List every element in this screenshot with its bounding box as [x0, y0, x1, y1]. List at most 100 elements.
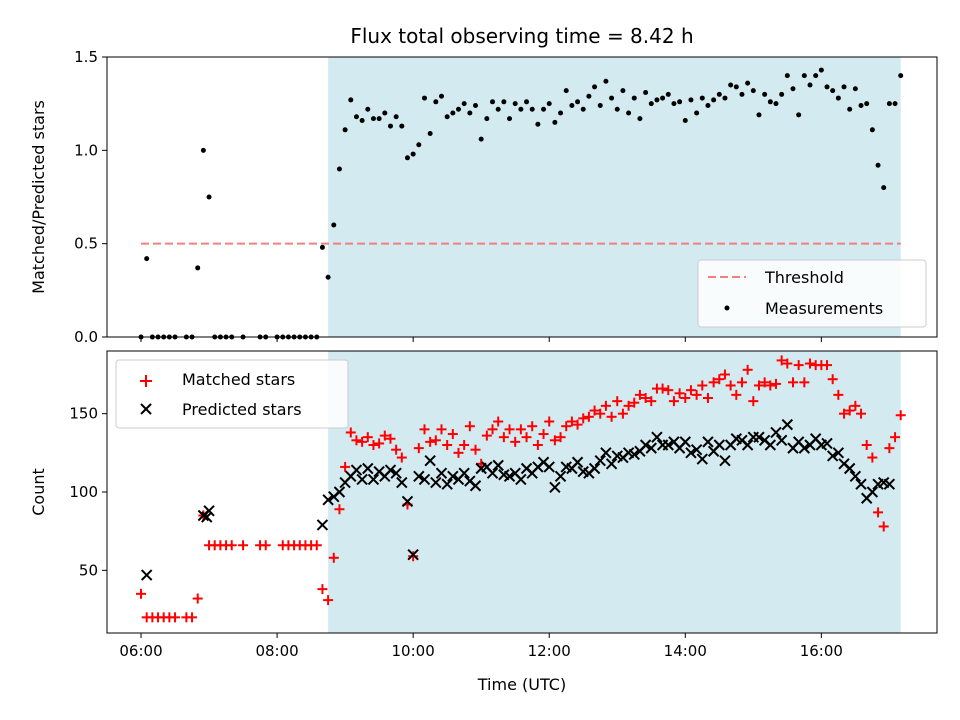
measurement-point: [739, 91, 745, 97]
predicted-star-point: [401, 495, 414, 508]
predicted-legend-swatch: [140, 403, 152, 415]
predicted-star-point: [753, 431, 765, 443]
ratio-legend: Threshold Measurements: [697, 259, 927, 328]
measurement-point: [558, 110, 564, 116]
matched-star-point: [759, 377, 770, 388]
measurement-point: [580, 106, 586, 112]
predicted-star-point: [367, 473, 380, 486]
predicted-star-point: [435, 467, 448, 479]
measurement-point: [671, 101, 677, 107]
matched-star-point: [793, 360, 804, 371]
predicted-star-point: [883, 478, 896, 490]
predicted-star-point: [832, 447, 845, 459]
predicted-star-point: [719, 454, 731, 467]
measurement-point: [416, 142, 422, 148]
matched-star-point: [493, 416, 504, 427]
predicted-star-point: [651, 431, 663, 443]
matched-star-point: [436, 424, 447, 435]
matched-star-point: [391, 444, 402, 455]
matched-star-point: [357, 436, 368, 447]
x-tick-label: 06:00: [119, 642, 162, 660]
measurement-point: [438, 93, 444, 99]
measurement-point: [858, 103, 864, 109]
matched-star-point: [765, 380, 776, 391]
matched-star-point: [459, 440, 470, 450]
measurement-point: [898, 73, 904, 79]
predicted-star-point: [515, 473, 527, 486]
matched-star-point: [487, 424, 498, 435]
matched-star-point: [691, 389, 702, 400]
measurement-point: [756, 112, 762, 118]
predicted-star-point: [628, 448, 640, 461]
measurement-point: [467, 110, 473, 116]
y-tick-label: 150: [69, 405, 98, 423]
measurement-point: [875, 162, 881, 168]
measurement-point: [575, 99, 581, 105]
measurement-point: [433, 99, 439, 105]
measurement-point: [319, 244, 325, 250]
y-tick-label: 50: [79, 561, 98, 579]
matched-star-point: [736, 377, 747, 388]
matched-star-point: [753, 380, 764, 391]
predicted-star-point: [350, 464, 363, 476]
measurement-point: [750, 88, 756, 94]
matched-star-point: [668, 396, 679, 407]
matched-star-point: [589, 405, 600, 416]
predicted-star-point: [866, 486, 879, 498]
matched-star-point: [226, 540, 237, 551]
predicted-stars-series: [140, 418, 896, 581]
matched-star-point: [623, 400, 634, 411]
measurement-point: [841, 84, 847, 90]
measurement-point: [609, 95, 615, 101]
matched-legend-label: Matched stars: [182, 370, 295, 389]
predicted-star-point: [702, 436, 714, 448]
measurement-point: [410, 151, 416, 157]
measurement-point: [404, 155, 410, 161]
predicted-star-point: [713, 439, 726, 451]
predicted-star-point: [316, 519, 329, 531]
measurement-point: [336, 166, 342, 172]
measurement-point: [762, 91, 768, 97]
count-ticks: 06:00 08:00 10:00 12:00 14:00 16:00 50 100 150: [69, 405, 843, 660]
measurement-point: [716, 91, 722, 97]
matched-star-point: [663, 385, 674, 396]
measurement-point: [546, 101, 552, 107]
matched-star-point: [697, 380, 708, 391]
measurement-point: [541, 106, 547, 112]
y-tick-label: 1.5: [74, 48, 98, 66]
matched-star-point: [470, 444, 481, 455]
matched-star-point: [572, 419, 583, 430]
measurement-point: [824, 84, 830, 90]
measurement-point: [705, 103, 711, 109]
matched-star-point: [856, 408, 867, 419]
predicted-star-point: [798, 442, 811, 454]
matched-star-point: [595, 408, 606, 419]
predicted-legend-label: Predicted stars: [182, 400, 302, 419]
predicted-star-point: [396, 476, 408, 489]
matched-star-point: [850, 400, 861, 411]
threshold-legend-label: Threshold: [764, 268, 844, 287]
measurement-point: [376, 116, 382, 122]
matched-star-point: [408, 551, 419, 562]
matched-star-point: [782, 358, 793, 369]
x-tick-label: 12:00: [528, 642, 571, 660]
measurement-point: [382, 110, 388, 116]
measurement-point: [342, 127, 348, 133]
matched-star-point: [442, 440, 453, 450]
measurement-point: [200, 147, 206, 153]
predicted-star-point: [645, 442, 657, 454]
matched-star-point: [674, 388, 685, 399]
matched-star-point: [481, 430, 492, 441]
x-tick-label: 08:00: [255, 642, 298, 660]
matched-star-point: [770, 378, 781, 389]
measurement-point: [614, 106, 620, 112]
matched-star-point: [192, 593, 203, 604]
measurement-point: [365, 106, 371, 112]
measurement-point: [603, 78, 609, 84]
matched-star-point: [878, 521, 889, 532]
measurement-point: [886, 101, 892, 107]
measurement-point: [353, 114, 359, 120]
matched-star-point: [629, 397, 640, 408]
matched-star-point: [515, 424, 526, 435]
predicted-star-point: [362, 462, 374, 475]
